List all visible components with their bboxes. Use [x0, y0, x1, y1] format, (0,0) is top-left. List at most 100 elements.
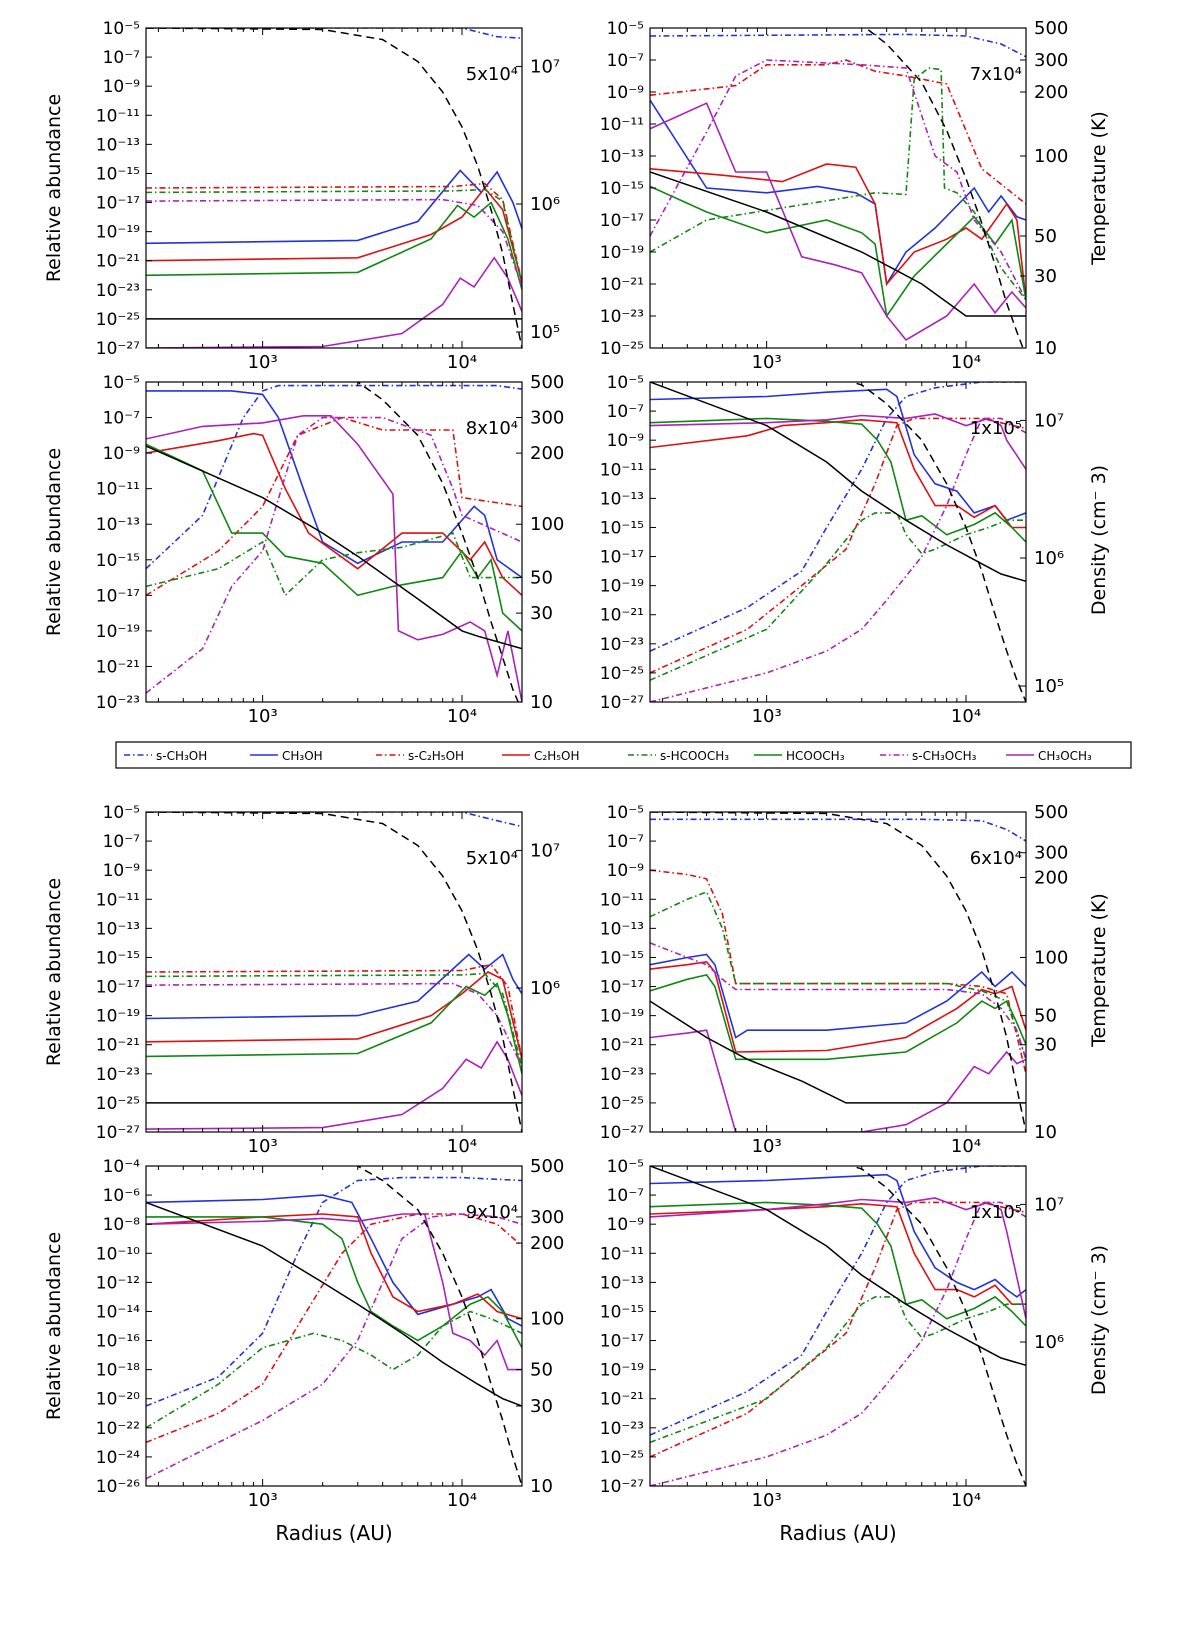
- temperature-line: [650, 171, 1026, 317]
- x-tick-label: 10³: [248, 352, 278, 373]
- y-tick-label: 10⁻²³: [96, 693, 140, 713]
- temperature-tick-label: 300: [530, 408, 564, 429]
- density-line: [354, 1166, 522, 1486]
- series-sCH3OH-line: [650, 382, 1026, 652]
- series-sCH3OCH3-line: [650, 1201, 1026, 1486]
- density-line: [146, 812, 522, 1132]
- y-tick-label: 10⁻¹⁵: [600, 518, 644, 538]
- temperature-tick-label: 200: [530, 443, 564, 464]
- series-sCH3OCH3-line: [650, 942, 1026, 1060]
- temperature-line: [146, 445, 522, 650]
- legend-label: CH₃OH: [282, 749, 323, 763]
- y-tick-label: 10⁻²⁵: [96, 1094, 140, 1114]
- y-tick-label: 10⁻⁷: [607, 51, 645, 71]
- series-HCOOCH3-line: [650, 974, 1026, 1061]
- temperature-tick-label: 500: [1034, 18, 1068, 39]
- y-tick-label: 10⁻²³: [96, 281, 140, 301]
- y-tick-label: 10⁻¹⁹: [96, 1007, 140, 1027]
- temperature-tick-label: 300: [530, 1207, 564, 1228]
- temperature-axis-label: Temperature (K): [1088, 893, 1110, 1048]
- y-axis-label: Relative abundance: [43, 878, 65, 1066]
- y-tick-label: 10⁻²³: [600, 1419, 644, 1439]
- y-tick-label: 10⁻¹¹: [96, 480, 140, 500]
- y-tick-label: 10⁻¹⁵: [96, 948, 140, 968]
- series-sCH3OCH3-line: [146, 416, 522, 694]
- density-line: [146, 28, 522, 348]
- y-tick-label: 10⁻⁵: [103, 19, 140, 39]
- y-tick-label: 10⁻²³: [600, 635, 644, 655]
- series-sHCOOCH3-line: [650, 67, 1026, 301]
- density-axis-label: Density (cm⁻ 3): [1088, 1245, 1110, 1395]
- series-C2H5OH-line: [146, 432, 522, 596]
- temperature-tick-label: 50: [1034, 226, 1057, 247]
- series-sCH3OH-line: [650, 33, 1026, 58]
- y-tick-label: 10⁻⁹: [607, 861, 645, 881]
- series-C2H5OH-line: [146, 971, 522, 1060]
- panel-third-left: 10³ 10⁴ 10⁻⁵ 10⁻⁷ 10⁻⁹ 10⁻¹¹ 10⁻¹³ 10⁻¹⁵ 10⁻¹⁷ 10…: [43, 803, 560, 1157]
- panel-bottom-left: 10³ 10⁴ 10⁻⁴ 10⁻⁶ 10⁻⁸ 10⁻¹⁰ 10⁻¹² 10⁻¹⁴ 10⁻¹⁶ 10…: [43, 1156, 564, 1511]
- temperature-tick-label: 50: [530, 568, 553, 589]
- series-CH3OH-line: [650, 953, 1026, 1039]
- temperature-tick-label: 50: [530, 1360, 553, 1381]
- y-tick-label: 10⁻¹³: [600, 147, 644, 167]
- series-CH3OCH3-line: [650, 1197, 1026, 1319]
- plot-frame: [145, 811, 523, 1133]
- x-tick-label: 10³: [752, 1490, 782, 1511]
- series-sHCOOCH3-line: [146, 972, 522, 1067]
- y-tick-label: 10⁻¹⁹: [600, 1361, 644, 1381]
- density-tick-label: 10⁵: [530, 322, 560, 343]
- temperature-tick-label: 200: [530, 1233, 564, 1254]
- y-tick-label: 10⁻⁹: [607, 431, 645, 451]
- temperature-tick-label: 500: [1034, 802, 1068, 823]
- panel-annotation: 1x10⁵: [970, 1202, 1022, 1223]
- series-sCH3OH-line: [650, 1166, 1026, 1436]
- series-sC2H5OH-line: [146, 182, 522, 283]
- y-tick-label: 10⁻¹⁵: [600, 179, 644, 199]
- series-sCH3OH-line: [146, 384, 522, 570]
- panel-third-right: 10³ 10⁴ 10⁻⁵ 10⁻⁷ 10⁻⁹ 10⁻¹¹ 10⁻¹³ 10⁻¹⁵ 10⁻¹⁷ 10…: [600, 802, 1069, 1157]
- y-tick-label: 10⁻¹³: [96, 515, 140, 535]
- series-sC2H5OH-line: [146, 1213, 522, 1444]
- panel-bottom-right: 10³ 10⁴ 10⁻⁵ 10⁻⁷ 10⁻⁹ 10⁻¹¹ 10⁻¹³ 10⁻¹⁵ 10⁻¹⁷ 10…: [600, 1157, 1064, 1511]
- density-tick-label: 10⁷: [530, 840, 560, 861]
- x-tick-label: 10³: [248, 706, 278, 727]
- x-tick-label: 10⁴: [447, 1490, 477, 1511]
- series-sCH3OCH3-line: [650, 59, 1026, 301]
- y-tick-label: 10⁻⁷: [103, 832, 141, 852]
- y-tick-label: 10⁻¹⁷: [96, 978, 140, 998]
- y-tick-label: 10⁻¹⁹: [600, 577, 644, 597]
- x-tick-label: 10³: [752, 706, 782, 727]
- series-sCH3OH-line: [650, 818, 1026, 842]
- y-tick-label: 10⁻⁹: [607, 83, 645, 103]
- panel-annotation: 7x10⁴: [970, 64, 1022, 85]
- plot-frame: [649, 381, 1027, 703]
- density-line: [864, 28, 1024, 348]
- y-tick-label: 10⁻¹³: [96, 919, 140, 939]
- y-tick-label: 10⁻²³: [96, 1065, 140, 1085]
- density-line: [650, 812, 1026, 1132]
- panel-annotation: 1x10⁵: [970, 418, 1022, 439]
- series-HCOOCH3-line: [146, 443, 522, 632]
- x-tick-label: 10³: [752, 1136, 782, 1157]
- temperature-tick-label: 100: [1034, 146, 1068, 167]
- y-tick-label: 10⁻²¹: [96, 657, 140, 677]
- series-C2H5OH-line: [146, 1213, 522, 1320]
- y-tick-label: 10⁻⁵: [607, 1157, 644, 1177]
- temperature-tick-label: 10: [1034, 338, 1057, 359]
- plot-frame: [649, 1165, 1027, 1487]
- y-tick-label: 10⁻¹⁵: [600, 948, 644, 968]
- y-tick-label: 10⁻¹⁵: [96, 164, 140, 184]
- y-tick-label: 10⁻²²: [96, 1419, 140, 1439]
- density-line: [849, 382, 1026, 702]
- panel-top-left: 10³ 10⁴ 10⁻⁵ 10⁻⁷ 10⁻⁹ 10⁻¹¹ 10⁻¹³ 10⁻¹⁵ 10⁻¹⁷ 10…: [43, 19, 560, 373]
- series-HCOOCH3-line: [146, 982, 522, 1074]
- y-tick-label: 10⁻¹¹: [600, 1244, 644, 1264]
- series-sHCOOCH3-line: [650, 1296, 1026, 1444]
- series-CH3OH-line: [650, 1173, 1026, 1298]
- temperature-tick-label: 300: [1034, 843, 1068, 864]
- y-tick-label: 10⁻⁴: [103, 1157, 141, 1177]
- density-tick-label: 10⁷: [1034, 410, 1064, 431]
- y-tick-label: 10⁻²⁷: [96, 1123, 140, 1143]
- series-CH3OCH3-line: [146, 1213, 522, 1371]
- y-tick-label: 10⁻²⁶: [96, 1477, 140, 1497]
